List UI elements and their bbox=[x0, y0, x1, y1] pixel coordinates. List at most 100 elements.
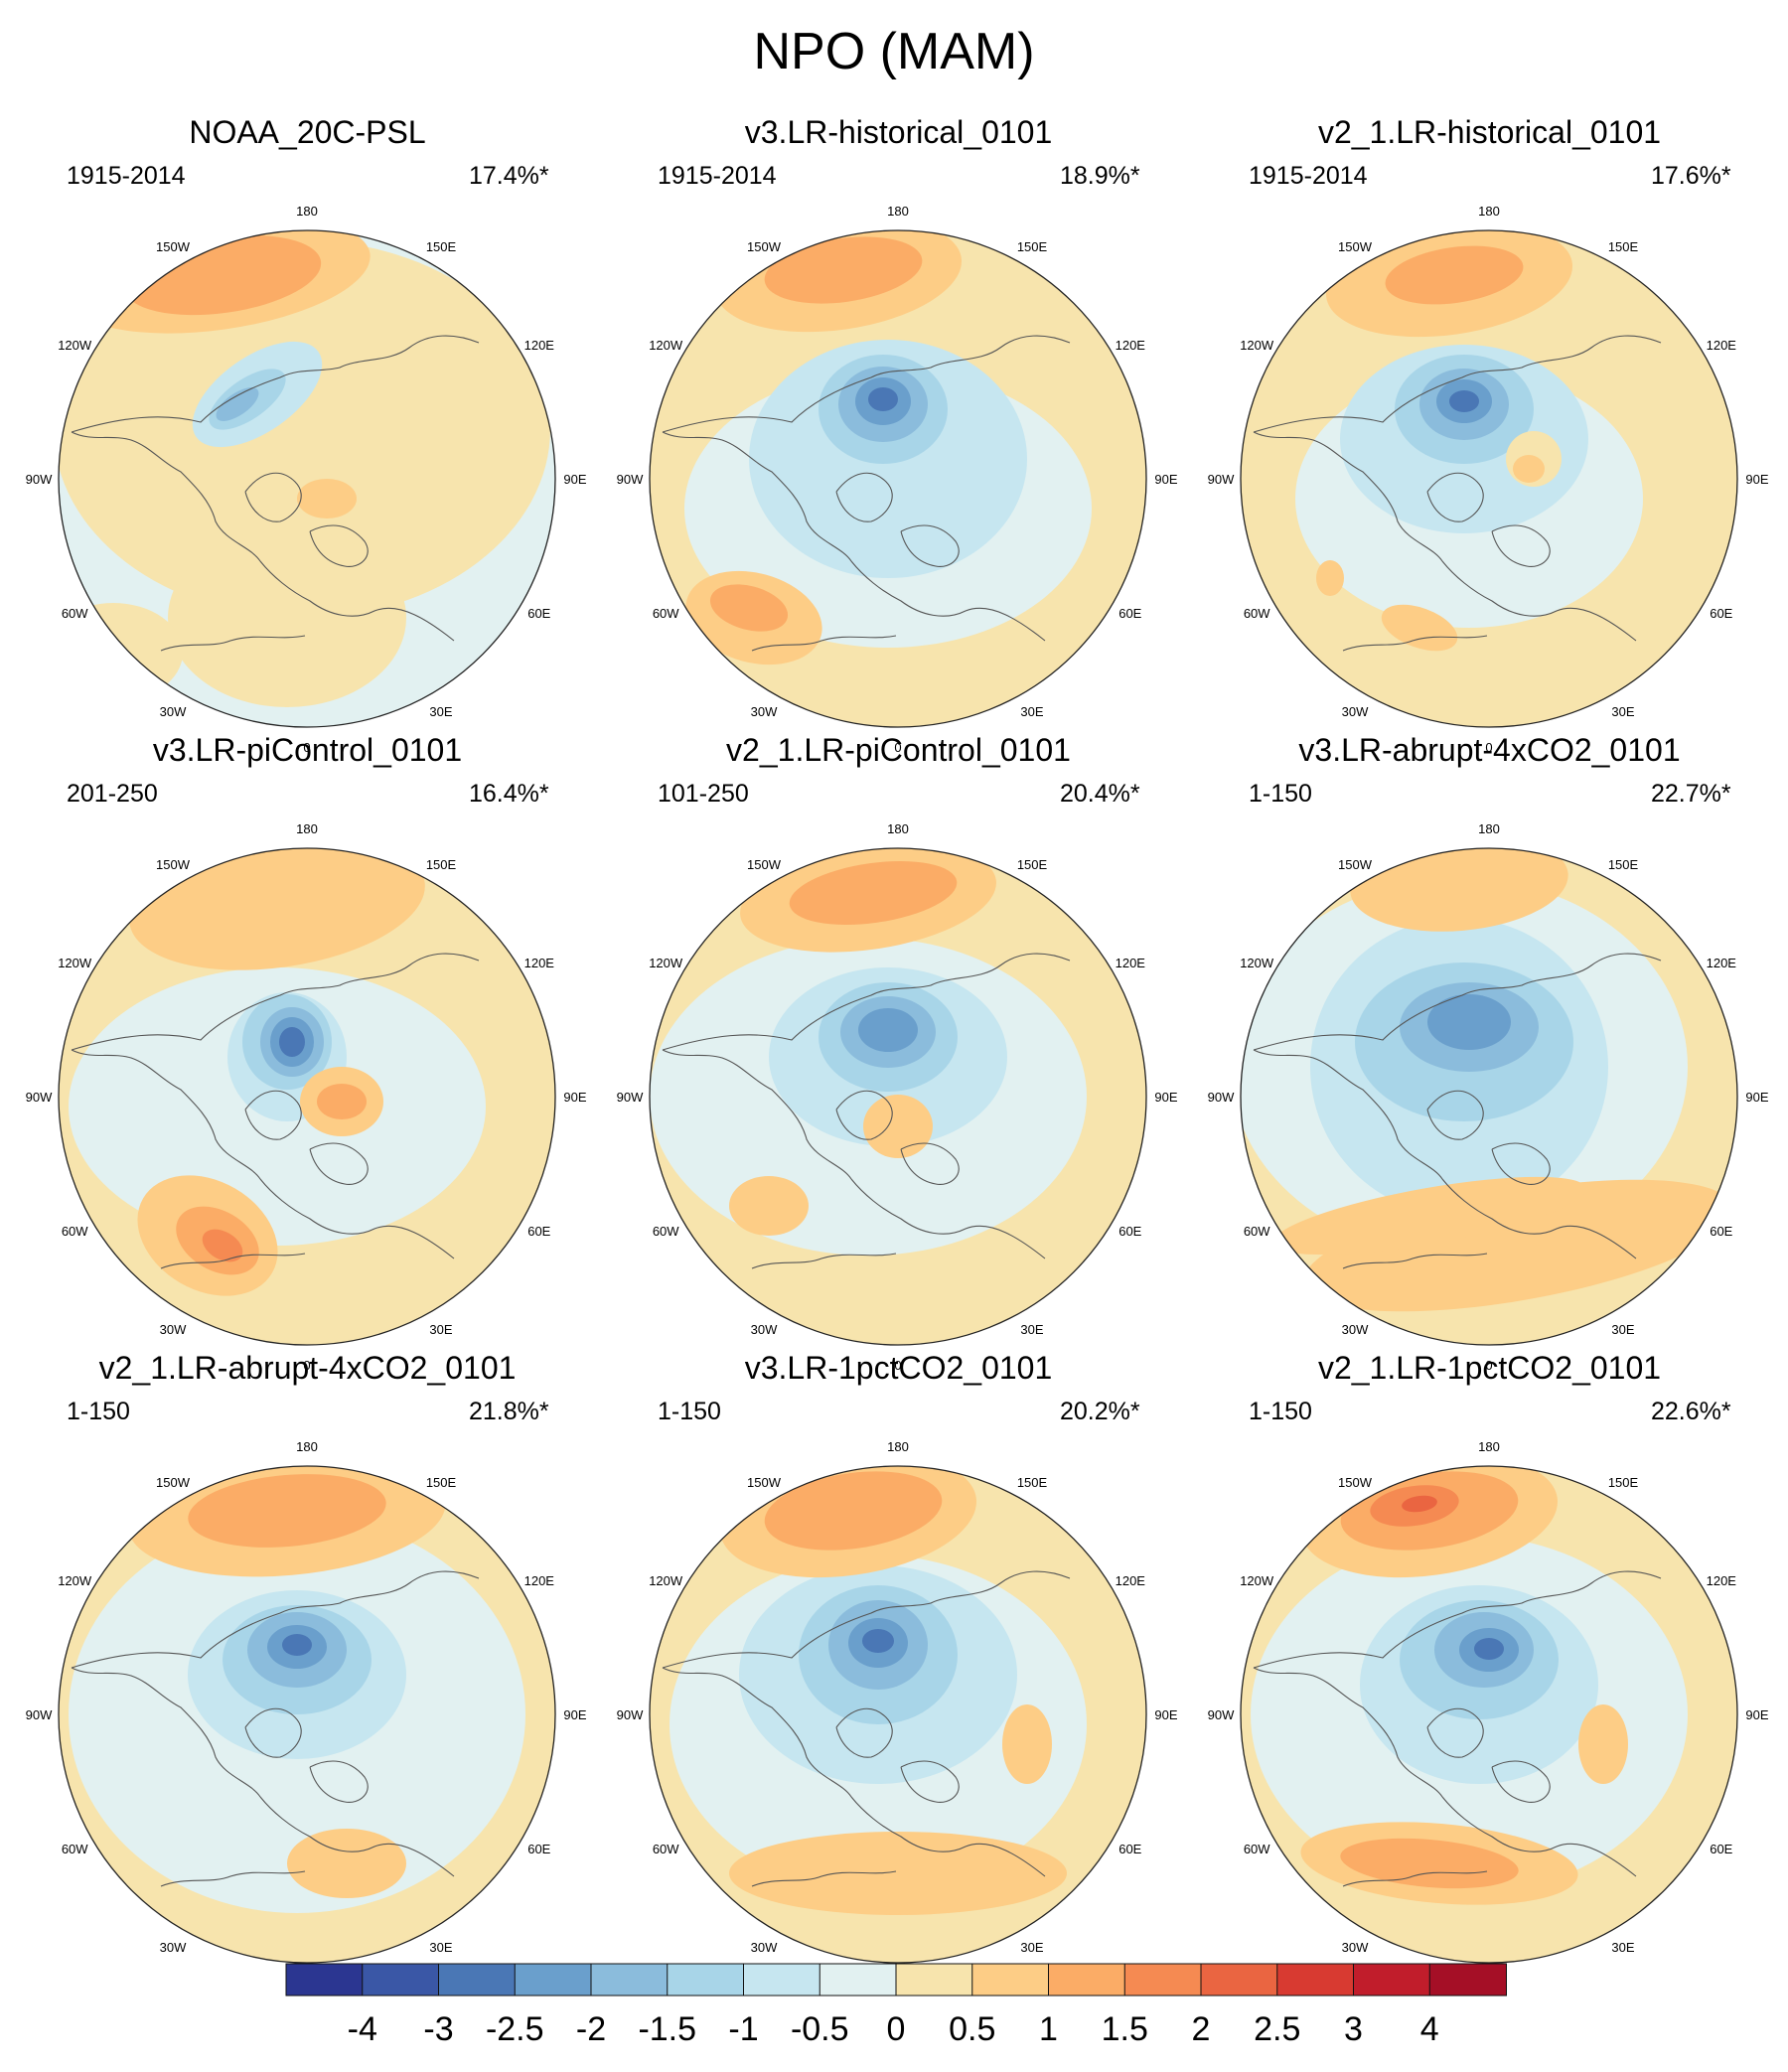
longitude-label: 150E bbox=[1017, 239, 1048, 254]
polar-map: 180 150E 120E 90E 60E 30E 0 30W 60W 90W 120W 150W bbox=[617, 821, 1178, 1373]
longitude-label: 90W bbox=[1208, 1090, 1235, 1105]
longitude-label: 180 bbox=[887, 204, 909, 219]
map-panel: v3.LR-1pctCO2_0101 1-150 20.2%* 180 150E 120E… bbox=[603, 1350, 1194, 1991]
longitude-label: 150E bbox=[1608, 1475, 1639, 1490]
panel-title: NOAA_20C-PSL bbox=[189, 114, 426, 150]
colorbar-swatch bbox=[1428, 1963, 1507, 1997]
longitude-label: 150E bbox=[426, 239, 457, 254]
colorbar-tick-label: 1.5 bbox=[1101, 2010, 1148, 2048]
panel-explained-variance: 22.6%* bbox=[1651, 1398, 1731, 1425]
longitude-label: 60E bbox=[1710, 1224, 1732, 1239]
longitude-label: 90W bbox=[26, 472, 53, 487]
longitude-label: 120E bbox=[1707, 338, 1737, 353]
longitude-label: 180 bbox=[296, 204, 318, 219]
anomaly-contour bbox=[202, 1229, 243, 1262]
anomaly-contour bbox=[858, 1008, 918, 1052]
colorbar-swatch bbox=[1200, 1963, 1278, 1997]
longitude-label: 180 bbox=[887, 1439, 909, 1454]
colorbar-tick-label: -4 bbox=[347, 2010, 377, 2048]
anomaly-contour bbox=[729, 1176, 809, 1236]
colorbar-swatch bbox=[667, 1963, 745, 1997]
colorbar-swatch bbox=[971, 1963, 1050, 1997]
anomaly-contour bbox=[1385, 245, 1524, 305]
longitude-label: 0 bbox=[894, 1358, 901, 1373]
longitude-label: 30E bbox=[429, 1322, 452, 1337]
longitude-label: 180 bbox=[296, 1439, 318, 1454]
longitude-label: 60E bbox=[527, 1224, 550, 1239]
longitude-label: 60W bbox=[653, 606, 679, 621]
longitude-label: 60E bbox=[1118, 1842, 1141, 1856]
longitude-label: 60W bbox=[1244, 1842, 1270, 1856]
longitude-label: 90E bbox=[1745, 1090, 1768, 1105]
longitude-label: 120W bbox=[649, 338, 683, 353]
panel-period: 1-150 bbox=[1249, 780, 1312, 808]
panel-explained-variance: 22.7%* bbox=[1651, 780, 1731, 808]
map-boundary bbox=[1240, 229, 1738, 728]
coastline bbox=[71, 1570, 480, 1887]
longitude-label: 120W bbox=[58, 1573, 92, 1588]
colorbar-swatch bbox=[590, 1963, 669, 1997]
polar-map: 180 150E 120E 90E 60E 30E 0 30W 60W 90W 120W 150W bbox=[617, 204, 1178, 755]
polar-map: 180 150E 120E 90E 60E 30E 0 30W 60W 90W 120W 150W bbox=[1208, 821, 1769, 1373]
longitude-label: 60E bbox=[1118, 1224, 1141, 1239]
longitude-label: 90E bbox=[1154, 472, 1177, 487]
anomaly-contour bbox=[1303, 1179, 1734, 1312]
panel-title: v2_1.LR-abrupt-4xCO2_0101 bbox=[98, 1350, 517, 1386]
colorbar-tick-label: -1.5 bbox=[638, 2010, 697, 2048]
longitude-label: 90W bbox=[617, 1090, 644, 1105]
panel-period: 201-250 bbox=[67, 780, 158, 808]
colorbar-tick-label: 2.5 bbox=[1254, 2010, 1301, 2048]
longitude-label: 30E bbox=[1611, 1322, 1634, 1337]
panel-explained-variance: 20.4%* bbox=[1060, 780, 1140, 808]
coastline bbox=[662, 335, 1071, 652]
longitude-label: 60W bbox=[62, 606, 88, 621]
colorbar-swatch bbox=[1123, 1963, 1202, 1997]
map-panel: v3.LR-historical_0101 1915-2014 18.9%* 180 1… bbox=[603, 114, 1194, 755]
colorbar bbox=[285, 1963, 1507, 1997]
colorbar-tick-label: 3 bbox=[1344, 2010, 1363, 2048]
longitude-label: 90E bbox=[1154, 1090, 1177, 1105]
longitude-label: 90E bbox=[563, 1707, 586, 1722]
anomaly-contour bbox=[1272, 1176, 1586, 1256]
longitude-label: 180 bbox=[887, 821, 909, 836]
anomaly-contour bbox=[1427, 994, 1511, 1050]
longitude-label: 60W bbox=[653, 1842, 679, 1856]
longitude-label: 120W bbox=[649, 1573, 683, 1588]
colorbar-swatch bbox=[1353, 1963, 1431, 1997]
longitude-label: 90E bbox=[1745, 472, 1768, 487]
longitude-label: 60W bbox=[1244, 1224, 1270, 1239]
longitude-label: 150E bbox=[1017, 857, 1048, 872]
colorbar-swatch bbox=[819, 1963, 897, 1997]
colorbar-swatch bbox=[514, 1963, 592, 1997]
anomaly-contour bbox=[1402, 1495, 1437, 1513]
longitude-label: 60E bbox=[1118, 606, 1141, 621]
longitude-label: 180 bbox=[1478, 204, 1500, 219]
longitude-label: 150W bbox=[747, 1475, 782, 1490]
longitude-label: 90W bbox=[26, 1090, 53, 1105]
longitude-label: 30E bbox=[429, 704, 452, 719]
longitude-label: 30W bbox=[751, 1940, 778, 1955]
anomaly-contour bbox=[1513, 455, 1545, 483]
colorbar-tick-label: 1 bbox=[1039, 2010, 1058, 2048]
panel-title: v2_1.LR-piControl_0101 bbox=[726, 732, 1071, 768]
longitude-label: 60W bbox=[62, 1842, 88, 1856]
coastline bbox=[662, 1570, 1071, 1887]
anomaly-contour bbox=[297, 479, 357, 518]
anomaly-contour bbox=[1578, 1704, 1628, 1784]
longitude-label: 150W bbox=[747, 239, 782, 254]
longitude-label: 30W bbox=[1342, 704, 1369, 719]
longitude-label: 150E bbox=[1608, 239, 1639, 254]
longitude-label: 150W bbox=[156, 857, 191, 872]
map-panel: NOAA_20C-PSL 1915-2014 17.4%* 180 150E 120E 90… bbox=[12, 114, 603, 755]
colorbar-tick-label: -1 bbox=[728, 2010, 759, 2048]
longitude-label: 150W bbox=[747, 857, 782, 872]
anomaly-contour bbox=[188, 1474, 386, 1548]
longitude-label: 120E bbox=[1707, 1573, 1737, 1588]
longitude-label: 60E bbox=[527, 606, 550, 621]
panel-period: 1915-2014 bbox=[658, 162, 777, 190]
longitude-label: 150W bbox=[1338, 857, 1373, 872]
map-panel: v3.LR-abrupt-4xCO2_0101 1-150 22.7%* 180 150… bbox=[1194, 732, 1785, 1373]
polar-map: 180 150E 120E 90E 60E 30E 0 30W 60W 90W 120W 150W bbox=[26, 821, 587, 1373]
colorbar-tick-label: 0 bbox=[886, 2010, 906, 2048]
map-boundary bbox=[649, 847, 1147, 1346]
